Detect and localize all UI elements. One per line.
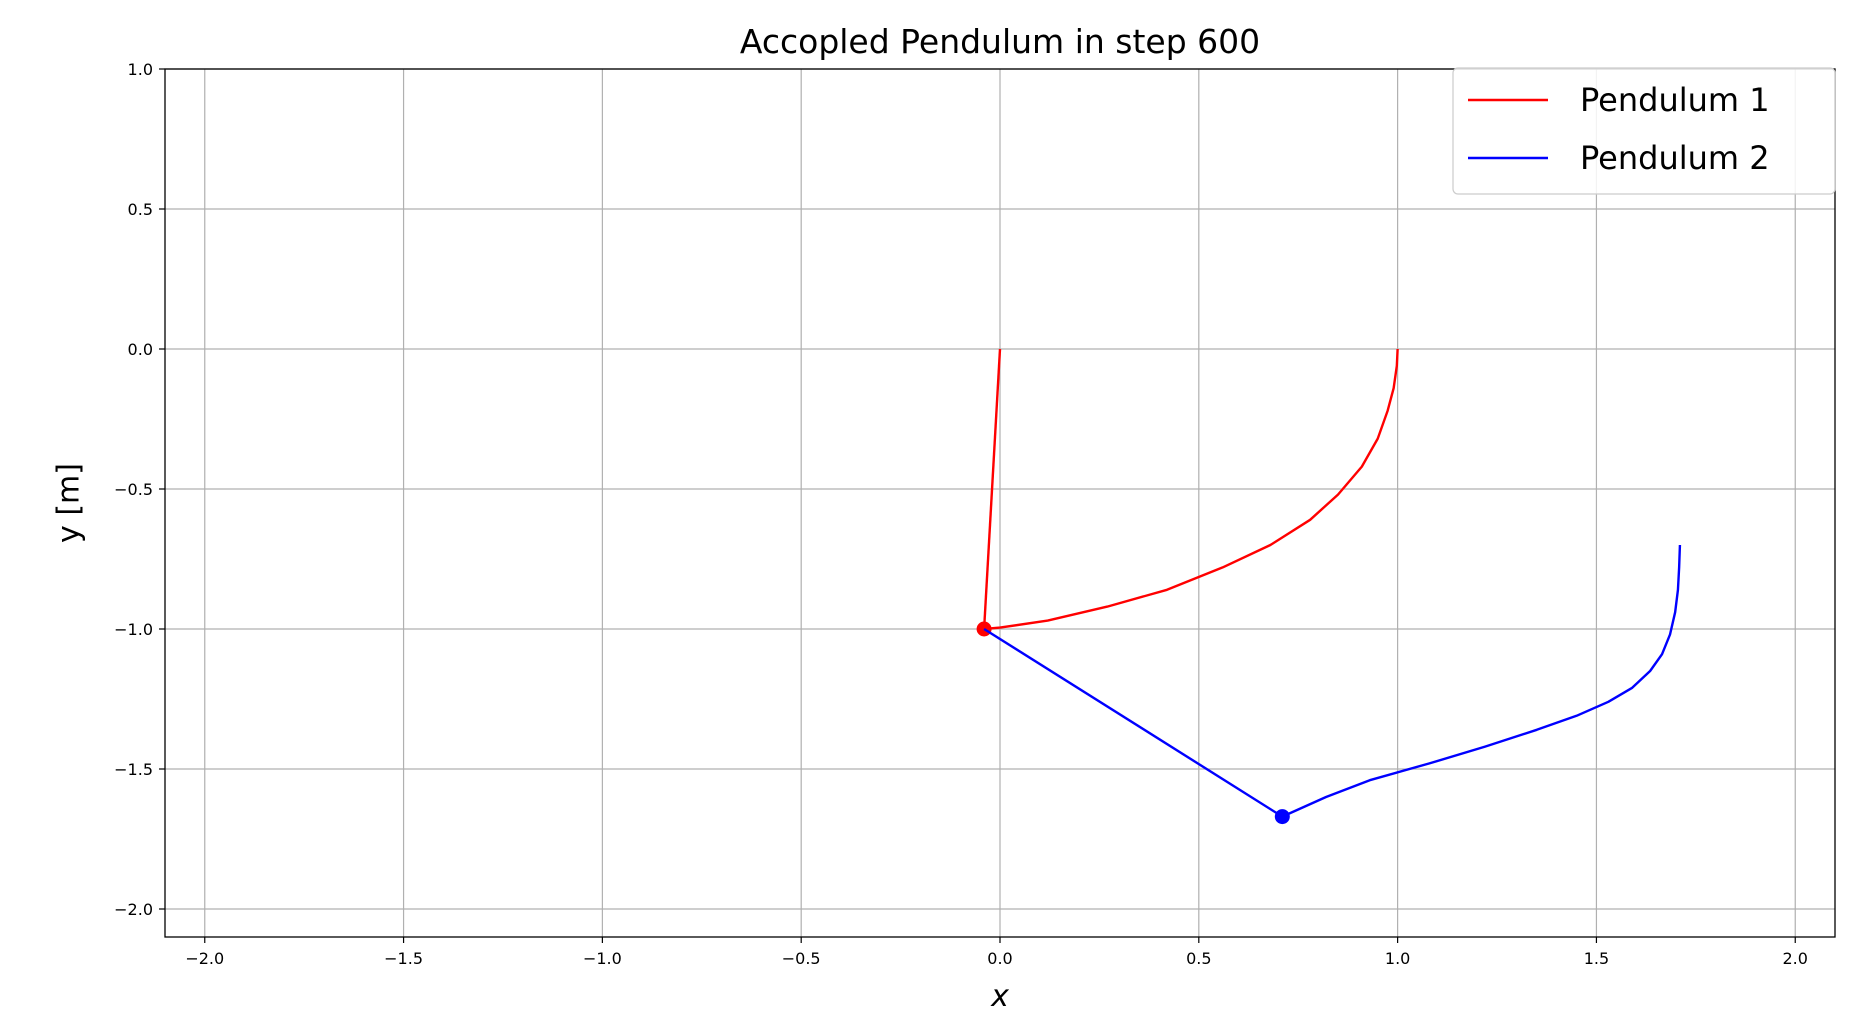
x-tick-label: −1.5: [384, 949, 423, 968]
legend: Pendulum 1 Pendulum 2: [1452, 67, 1836, 195]
chart-title: Accopled Pendulum in step 600: [740, 22, 1260, 61]
x-axis-label: x: [990, 979, 1009, 1010]
legend-label-pendulum-2: Pendulum 2: [1580, 139, 1770, 177]
y-tick-label: 0.0: [128, 340, 153, 359]
plot-series: [976, 348, 1682, 825]
y-axis-label: y [m]: [52, 463, 87, 543]
y-tick-label: 1.0: [128, 60, 153, 79]
x-tick-label: −2.0: [185, 949, 224, 968]
pendulum-1-trace: [983, 348, 1399, 631]
y-tick-label: −0.5: [114, 480, 153, 499]
pendulum-1-rod: [982, 348, 1002, 630]
y-tick-label: −1.5: [114, 760, 153, 779]
y-tick-label: 0.5: [128, 200, 153, 219]
x-tick-label: 1.0: [1385, 949, 1410, 968]
grid: [165, 68, 1835, 937]
pendulum-2-trace: [1281, 544, 1682, 818]
x-tick-label: −0.5: [782, 949, 821, 968]
axis-ticks: −2.0 −1.5 −1.0 −0.5 0.0 0.5 1.0 1.5 2.0 1.0 0.5 0.0…: [114, 60, 1808, 968]
legend-box: [1452, 67, 1836, 195]
x-tick-label: 2.0: [1783, 949, 1808, 968]
pendulum-2-bob: [1274, 809, 1290, 825]
x-tick-label: 0.0: [987, 949, 1012, 968]
y-tick-label: −2.0: [114, 900, 153, 919]
pendulum-2-rod: [983, 627, 1283, 818]
x-tick-label: 1.5: [1584, 949, 1609, 968]
x-tick-label: −1.0: [583, 949, 622, 968]
x-tick-label: 0.5: [1186, 949, 1211, 968]
y-tick-label: −1.0: [114, 620, 153, 639]
legend-label-pendulum-1: Pendulum 1: [1580, 81, 1770, 119]
